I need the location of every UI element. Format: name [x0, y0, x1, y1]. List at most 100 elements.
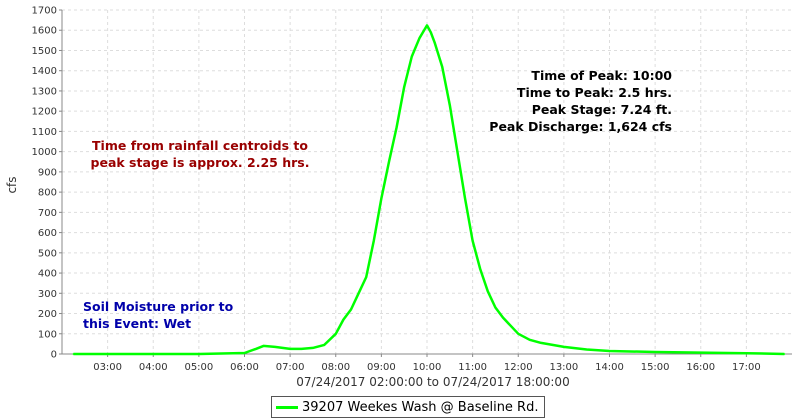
- y-axis-title: cfs: [5, 176, 19, 193]
- data-point: [487, 290, 489, 293]
- y-tick-label: 1100: [32, 127, 57, 138]
- axes: 0 100 200 300 400 500 600 700 800 900 1000 1100 1200…: [32, 6, 792, 373]
- data-point: [365, 276, 368, 278]
- data-point: [509, 324, 512, 327]
- y-tick-label: 800: [38, 188, 57, 199]
- y-tick-label: 1000: [32, 147, 57, 158]
- y-tick-label: 1500: [32, 46, 57, 57]
- x-tick-label: 15:00: [641, 362, 670, 373]
- legend-swatch: [276, 405, 298, 409]
- x-tick-label: 06:00: [230, 362, 259, 373]
- data-point: [479, 268, 482, 270]
- data-point: [300, 348, 303, 350]
- data-point: [608, 350, 611, 352]
- y-tick-label: 900: [38, 167, 57, 178]
- rainfall-note-line: Time from rainfall centroids to: [92, 138, 308, 153]
- data-point: [430, 31, 432, 34]
- legend-label: 39207 Weekes Wash @ Baseline Rd.: [302, 399, 539, 415]
- data-point: [289, 348, 291, 350]
- y-tick-label: 1700: [32, 6, 57, 17]
- soil-note-line: this Event: Wet: [83, 316, 191, 331]
- soil-note-line: Soil Moisture prior to: [83, 299, 234, 314]
- y-tick-label: 1400: [32, 66, 57, 77]
- peak-info-line: Peak Stage: 7.24 ft.: [532, 102, 672, 117]
- series-line: [73, 24, 785, 356]
- y-tick-label: 1600: [32, 26, 57, 37]
- data-point: [403, 86, 406, 88]
- data-point: [262, 345, 265, 347]
- x-tick-label: 13:00: [549, 362, 578, 373]
- x-tick-label: 12:00: [504, 362, 533, 373]
- data-point: [418, 37, 421, 40]
- data-point: [342, 318, 345, 321]
- data-point: [449, 104, 451, 106]
- rainfall-centroid-annotation: Time from rainfall centroids to peak sta…: [91, 138, 310, 170]
- data-point: [426, 24, 428, 27]
- x-axis-title: 07/24/2017 02:00:00 to 07/24/2017 18:00:…: [296, 375, 569, 389]
- data-point: [373, 239, 375, 242]
- rainfall-note-line: peak stage is approx. 2.25 hrs.: [91, 155, 310, 170]
- data-point: [502, 316, 504, 319]
- x-tick-label: 10:00: [413, 362, 442, 373]
- x-tick-label: 14:00: [595, 362, 624, 373]
- y-tick-label: 700: [38, 208, 57, 219]
- data-point: [312, 347, 314, 349]
- series-layer: [72, 24, 786, 356]
- legend: 39207 Weekes Wash @ Baseline Rd.: [271, 396, 546, 418]
- data-point: [471, 239, 474, 242]
- data-point: [350, 308, 352, 311]
- y-tick-label: 1200: [32, 107, 57, 118]
- data-point: [198, 353, 200, 355]
- data-point: [388, 161, 390, 163]
- data-point: [517, 333, 520, 335]
- data-point: [540, 342, 542, 344]
- data-point: [563, 346, 565, 348]
- data-point: [585, 348, 588, 351]
- data-point: [551, 344, 554, 346]
- y-tick-label: 1300: [32, 86, 57, 97]
- x-tick-label: 04:00: [139, 362, 168, 373]
- data-point: [335, 333, 337, 335]
- data-point: [255, 348, 257, 350]
- peak-info-line: Peak Discharge: 1,624 cfs: [489, 119, 672, 134]
- x-tick-label: 03:00: [93, 362, 122, 373]
- data-point: [464, 197, 466, 199]
- y-tick-label: 300: [38, 289, 57, 300]
- data-point: [243, 352, 246, 354]
- data-point: [357, 292, 360, 295]
- x-tick-label: 17:00: [732, 362, 761, 373]
- data-point: [700, 351, 702, 354]
- soil-moisture-annotation: Soil Moisture prior to this Event: Wet: [83, 299, 234, 331]
- x-tick-label: 08:00: [321, 362, 350, 373]
- data-point: [433, 41, 436, 44]
- peak-info-annotation: Time of Peak: 10:00 Time to Peak: 2.5 hr…: [489, 68, 672, 134]
- x-tick-label: 16:00: [686, 362, 715, 373]
- grid-lines: [62, 9, 792, 354]
- data-point: [152, 353, 155, 355]
- data-point: [494, 306, 497, 309]
- data-point: [783, 353, 786, 355]
- y-tick-label: 200: [38, 309, 57, 320]
- y-tick-label: 500: [38, 248, 57, 259]
- data-point: [441, 65, 444, 68]
- data-point: [72, 353, 75, 355]
- y-tick-label: 600: [38, 228, 57, 239]
- data-point: [380, 197, 383, 199]
- data-point: [323, 344, 326, 346]
- data-point: [528, 339, 531, 341]
- peak-info-line: Time of Peak: 10:00: [531, 68, 672, 83]
- y-tick-label: 400: [38, 269, 57, 280]
- x-tick-label: 09:00: [367, 362, 396, 373]
- peak-info-line: Time to Peak: 2.5 hrs.: [517, 85, 672, 100]
- x-tick-label: 11:00: [458, 362, 487, 373]
- data-point: [654, 351, 656, 353]
- x-tick-label: 05:00: [184, 362, 213, 373]
- data-point: [106, 353, 109, 355]
- data-point: [274, 346, 276, 348]
- y-tick-label: 0: [51, 350, 57, 361]
- data-point: [411, 55, 413, 58]
- data-point: [456, 150, 459, 153]
- x-tick-label: 07:00: [276, 362, 305, 373]
- data-point: [745, 352, 748, 355]
